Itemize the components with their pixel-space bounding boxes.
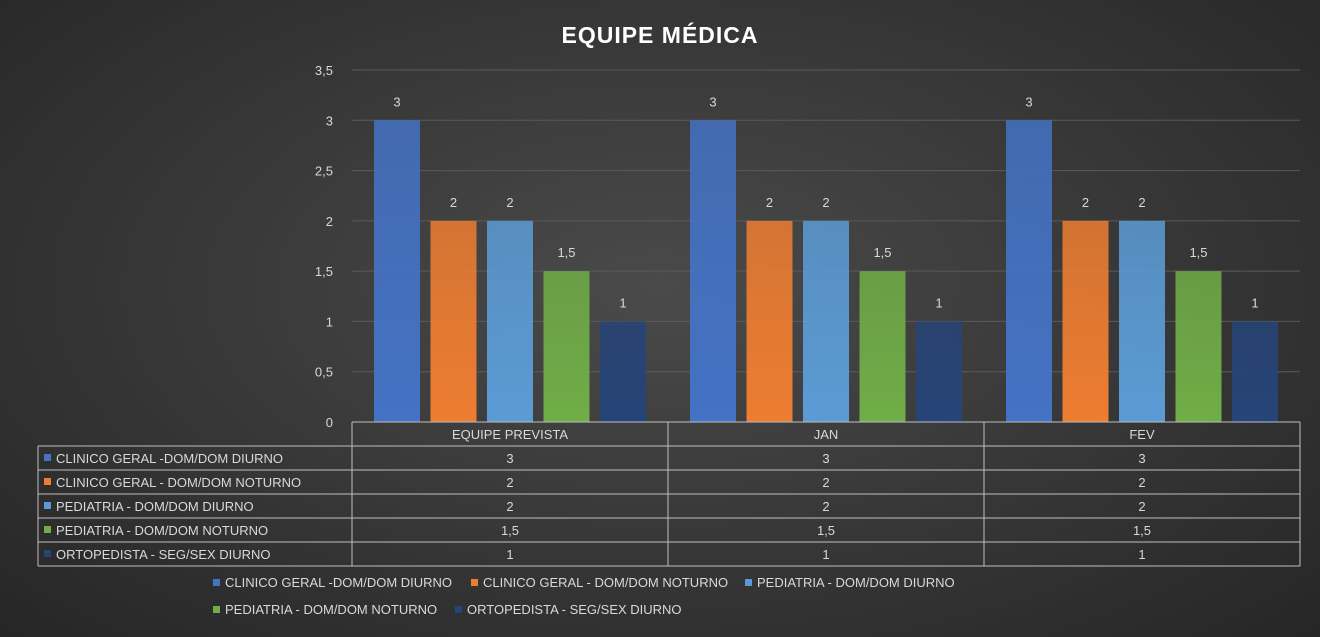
table-row-label: ORTOPEDISTA - SEG/SEX DIURNO [56, 547, 271, 562]
table-row-label: CLINICO GERAL -DOM/DOM DIURNO [56, 451, 283, 466]
data-label: 1 [935, 295, 942, 310]
legend-key [44, 478, 51, 485]
x-tick-label: EQUIPE PREVISTA [452, 427, 568, 442]
table-cell: 3 [1138, 451, 1145, 466]
bar-pediatria-dom-dom-noturno-fev [1175, 271, 1222, 422]
bar-clinico-geral-dom-dom-diurno-equipe-prevista [374, 120, 420, 423]
legend-key [44, 550, 51, 557]
table-cell: 1 [506, 547, 513, 562]
table-cell: 1,5 [817, 523, 835, 538]
bar-clinico-geral-dom-dom-noturno-jan [746, 220, 793, 422]
bars [374, 120, 1278, 423]
data-label: 2 [450, 195, 457, 210]
table-cell: 1,5 [1133, 523, 1151, 538]
table-cell: 2 [506, 499, 513, 514]
legend-swatch-clinico-geral-dom-dom-diurno [213, 579, 220, 586]
table-cell: 2 [822, 499, 829, 514]
table-row-label: PEDIATRIA - DOM/DOM DIURNO [56, 499, 254, 514]
data-label: 3 [393, 94, 400, 109]
legend-swatch-ortopedista-seg-sex-diurno [455, 606, 462, 613]
data-label: 1,5 [1189, 245, 1207, 260]
x-tick-label: JAN [814, 427, 839, 442]
y-tick-label: 2,5 [315, 164, 333, 179]
chart-title: EQUIPE MÉDICA [561, 21, 758, 48]
table-cell: 3 [506, 451, 513, 466]
legend-swatch-pediatria-dom-dom-diurno [745, 579, 752, 586]
data-label: 2 [1138, 195, 1145, 210]
legend-key [44, 502, 51, 509]
data-label: 2 [766, 195, 773, 210]
y-axis: 0 0,5 1 1,5 2 2,5 3 3,5 [315, 63, 333, 430]
y-tick-label: 0 [326, 415, 333, 430]
data-table: EQUIPE PREVISTA JAN FEV CLINICO GERAL -DOM/… [37, 421, 1301, 567]
table-cell: 2 [506, 475, 513, 490]
table-cell: 1 [1138, 547, 1145, 562]
data-label: 3 [709, 94, 716, 109]
data-label: 1 [619, 295, 626, 310]
bar-pediatria-dom-dom-diurno-equipe-prevista [487, 220, 533, 422]
data-labels: 3 2 2 1,5 1 3 2 2 1,5 1 3 2 2 1,5 1 [393, 94, 1258, 310]
y-tick-label: 1,5 [315, 264, 333, 279]
table-row-label: CLINICO GERAL - DOM/DOM NOTURNO [56, 475, 301, 490]
bar-ortopedista-seg-sex-diurno-jan [916, 321, 962, 422]
bar-clinico-geral-dom-dom-noturno-equipe-prevista [430, 220, 477, 422]
table-cell: 2 [1138, 499, 1145, 514]
y-tick-label: 1 [326, 314, 333, 329]
bar-pediatria-dom-dom-noturno-equipe-prevista [543, 271, 590, 422]
legend-swatch-clinico-geral-dom-dom-noturno [471, 579, 478, 586]
bar-pediatria-dom-dom-noturno-jan [859, 271, 906, 422]
table-row-label: PEDIATRIA - DOM/DOM NOTURNO [56, 523, 268, 538]
data-label: 2 [506, 195, 513, 210]
table-cell: 1,5 [501, 523, 519, 538]
table-cell: 2 [822, 475, 829, 490]
legend-swatch-pediatria-dom-dom-noturno [213, 606, 220, 613]
y-tick-label: 3 [326, 113, 333, 128]
table-cell: 1 [822, 547, 829, 562]
legend-key [44, 454, 51, 461]
legend: CLINICO GERAL -DOM/DOM DIURNO CLINICO GER… [213, 575, 955, 617]
legend-key [44, 526, 51, 533]
legend-label: ORTOPEDISTA - SEG/SEX DIURNO [467, 602, 682, 617]
bar-ortopedista-seg-sex-diurno-equipe-prevista [600, 321, 646, 422]
legend-label: PEDIATRIA - DOM/DOM NOTURNO [225, 602, 437, 617]
x-tick-label: FEV [1129, 427, 1155, 442]
bar-clinico-geral-dom-dom-diurno-jan [690, 120, 736, 423]
bar-pediatria-dom-dom-diurno-fev [1119, 220, 1165, 422]
legend-label: CLINICO GERAL - DOM/DOM NOTURNO [483, 575, 728, 590]
data-label: 2 [822, 195, 829, 210]
bar-clinico-geral-dom-dom-noturno-fev [1062, 220, 1109, 422]
bar-pediatria-dom-dom-diurno-jan [803, 220, 849, 422]
y-tick-label: 2 [326, 214, 333, 229]
data-label: 1,5 [873, 245, 891, 260]
legend-label: PEDIATRIA - DOM/DOM DIURNO [757, 575, 955, 590]
table-cell: 3 [822, 451, 829, 466]
y-tick-label: 3,5 [315, 63, 333, 78]
bar-ortopedista-seg-sex-diurno-fev [1232, 321, 1278, 422]
legend-label: CLINICO GERAL -DOM/DOM DIURNO [225, 575, 452, 590]
table-cell: 2 [1138, 475, 1145, 490]
bar-clinico-geral-dom-dom-diurno-fev [1006, 120, 1052, 423]
data-label: 1 [1251, 295, 1258, 310]
data-label: 1,5 [557, 245, 575, 260]
y-tick-label: 0,5 [315, 365, 333, 380]
data-label: 3 [1025, 94, 1032, 109]
data-label: 2 [1082, 195, 1089, 210]
